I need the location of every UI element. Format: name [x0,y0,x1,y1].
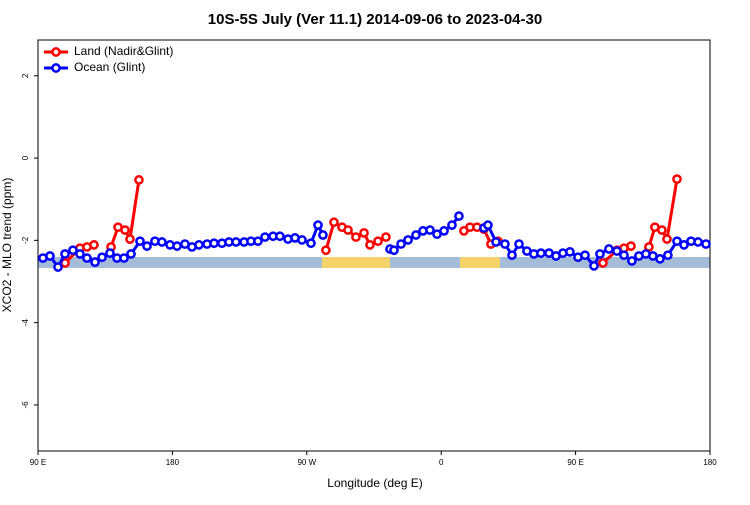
data-point [657,225,667,235]
data-point [260,232,270,242]
data-point [119,253,129,263]
data-point [343,225,353,235]
data-point [359,228,369,238]
data-point [672,174,682,184]
data-point [627,256,637,266]
data-point [105,248,115,258]
data-point [231,237,241,247]
data-point [194,240,204,250]
data-point [425,225,435,235]
data-point [135,236,145,247]
data-point [68,245,78,256]
data-point [321,245,331,256]
data-point [396,239,406,249]
data-point [514,239,524,249]
data-point [580,250,590,261]
data-point [536,248,546,258]
data-point [672,236,682,247]
data-point [53,262,63,272]
data-point [75,249,85,259]
data-point [351,232,361,242]
data-point [454,211,464,221]
data-point [97,252,107,263]
data-point [595,249,605,259]
data-point [297,235,307,245]
legend-marker [51,47,61,57]
data-point [209,238,219,249]
data-point [389,245,399,256]
x-tick-label: 180 [703,458,717,467]
data-point [447,220,457,230]
data-point [612,246,622,256]
land-band [322,257,390,268]
x-tick-label: 90 E [567,458,583,467]
y-axis-label: XCO2 - MLO trend (ppm) [0,178,14,313]
x-tick-label: 180 [166,458,180,467]
data-point [120,225,130,235]
data-point [373,236,383,247]
data-point [365,240,375,250]
data-point [45,251,55,261]
data-point [329,217,339,228]
chart-title: 10S-5S July (Ver 11.1) 2014-09-06 to 202… [208,11,542,28]
data-point [679,240,689,250]
legend-label: Ocean (Glint) [74,60,145,74]
data-point [403,235,413,245]
series-line [109,179,141,248]
data-point [90,257,100,268]
data-point [82,253,92,263]
data-point [565,247,575,257]
x-tick-label: 90 W [297,458,316,467]
data-point [626,241,636,251]
data-point [381,232,391,242]
data-point [172,241,182,251]
data-point [318,230,328,240]
data-point [619,250,629,261]
y-tick-label: -6 [21,401,30,409]
data-point [157,237,167,247]
data-point [701,239,711,249]
data-point [663,250,673,261]
data-point [662,234,672,244]
data-point [306,238,316,249]
data-point [313,220,323,230]
data-point [604,244,614,254]
data-point [598,258,608,268]
legend-label: Land (Nadir&Glint) [74,44,173,58]
data-point [439,226,449,236]
x-tick-label: 0 [439,458,444,467]
x-axis-label: Longitude (deg E) [327,476,422,490]
data-point [126,249,136,259]
data-point [693,237,703,247]
data-point [655,254,665,264]
data-point [275,231,285,242]
data-point [491,237,501,247]
land-band [460,257,500,268]
data-point [253,236,263,247]
data-point [507,250,517,261]
data-point [411,230,421,240]
y-tick-label: -2 [21,236,30,244]
data-point [142,241,152,251]
data-point [89,240,99,250]
data-point [134,175,144,185]
legend-marker [51,63,61,73]
y-tick-label: -4 [21,319,30,327]
data-point [500,239,510,249]
data-point [125,234,135,244]
data-point [60,249,70,259]
x-tick-label: 90 E [30,458,46,467]
y-tick-label: 0 [21,155,30,160]
y-tick-label: 2 [21,73,30,78]
data-point [589,261,599,271]
data-point [483,220,493,230]
